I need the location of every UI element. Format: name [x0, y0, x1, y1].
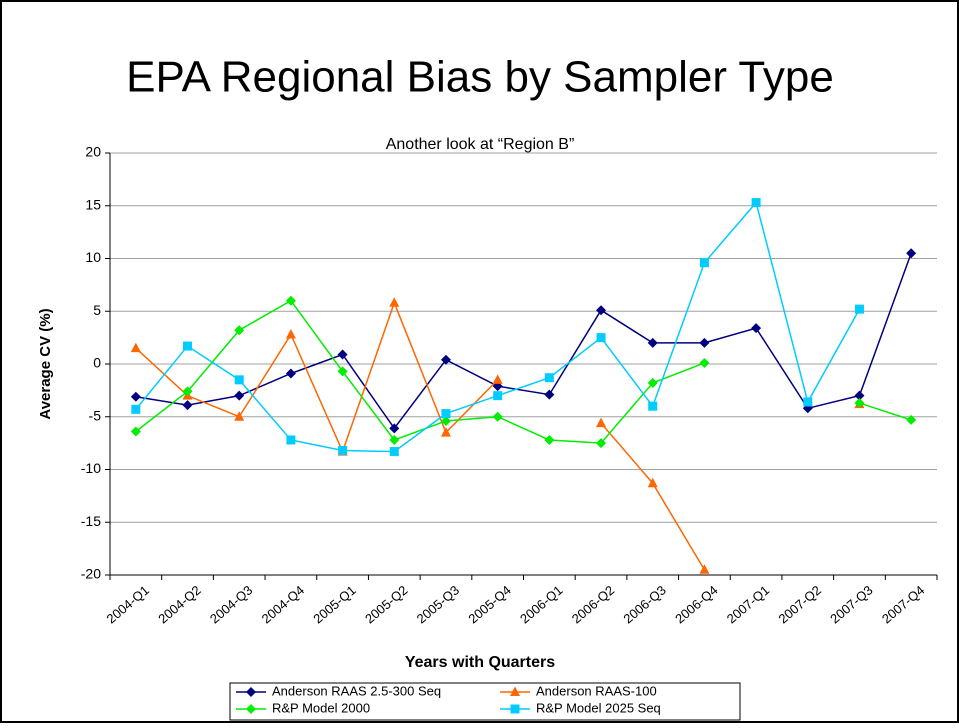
data-point	[493, 391, 503, 401]
data-point	[183, 341, 193, 351]
y-tick-label: 15	[85, 196, 101, 212]
data-point	[647, 477, 658, 488]
data-point	[854, 304, 864, 314]
data-point	[337, 349, 348, 360]
series	[130, 248, 917, 434]
y-tick-label: -20	[81, 566, 101, 582]
data-point	[182, 400, 193, 411]
legend-label: R&P Model 2000	[272, 700, 370, 715]
y-axis-title: Average CV (%)	[37, 308, 54, 419]
data-point	[130, 342, 141, 353]
data-point	[492, 411, 503, 422]
y-tick-label: 10	[85, 249, 101, 265]
data-point	[389, 423, 400, 434]
data-point	[130, 426, 141, 437]
data-point	[130, 391, 141, 402]
data-point	[285, 368, 296, 379]
series-line	[135, 252, 912, 430]
data-point	[286, 435, 296, 445]
data-point	[699, 357, 710, 368]
data-point	[803, 397, 813, 407]
legend	[229, 682, 741, 721]
y-tick-label: -10	[81, 460, 101, 476]
data-point	[234, 325, 245, 336]
data-point	[389, 434, 400, 445]
data-point	[389, 447, 399, 457]
data-point	[751, 323, 762, 334]
series-line	[135, 300, 499, 454]
data-point	[234, 375, 244, 385]
data-point	[234, 411, 245, 421]
data-point	[906, 414, 917, 425]
data-point	[596, 333, 606, 343]
series-line	[135, 299, 705, 444]
series	[131, 198, 864, 457]
data-point	[647, 337, 658, 348]
legend-marker	[510, 704, 520, 714]
y-tick-label: -5	[89, 407, 102, 423]
data-point	[596, 305, 607, 316]
data-point	[440, 354, 451, 365]
data-point	[906, 248, 917, 259]
legend-marker	[510, 686, 520, 696]
data-point	[544, 389, 555, 400]
data-point	[647, 377, 658, 388]
data-point	[285, 295, 296, 306]
legend-label: Anderson RAAS-100	[536, 683, 657, 698]
data-point	[854, 398, 865, 409]
data-point	[389, 297, 400, 307]
chart-subtitle: Another look at “Region B”	[386, 136, 575, 153]
data-point	[699, 258, 709, 268]
legend-marker	[246, 687, 256, 697]
data-point	[751, 198, 761, 208]
data-point	[285, 328, 296, 339]
series	[130, 295, 917, 449]
y-tick-label: 20	[85, 144, 101, 160]
data-point	[234, 390, 245, 401]
legend-label: R&P Model 2025 Seq	[536, 700, 661, 715]
data-point	[596, 438, 607, 449]
data-point	[440, 427, 451, 437]
series-line	[859, 402, 912, 421]
data-point	[648, 401, 658, 411]
data-point	[182, 386, 193, 397]
data-point	[544, 373, 554, 383]
data-point	[440, 415, 451, 426]
data-point	[699, 337, 710, 348]
data-point	[492, 374, 503, 384]
y-tick-label: 0	[93, 355, 101, 371]
y-tick-label: 5	[93, 302, 101, 318]
data-point	[699, 564, 710, 574]
data-point	[596, 417, 607, 428]
data-point	[131, 404, 141, 414]
legend-marker	[246, 704, 256, 714]
data-point	[338, 446, 348, 456]
legend-label: Anderson RAAS 2.5-300 Seq	[272, 683, 441, 698]
data-point	[337, 366, 348, 377]
data-point	[854, 390, 865, 401]
data-point	[544, 434, 555, 445]
data-point	[441, 409, 451, 419]
x-axis-title: Years with Quarters	[405, 654, 555, 671]
y-tick-label: -15	[81, 513, 101, 529]
chart-title: EPA Regional Bias by Sampler Type	[126, 53, 834, 102]
